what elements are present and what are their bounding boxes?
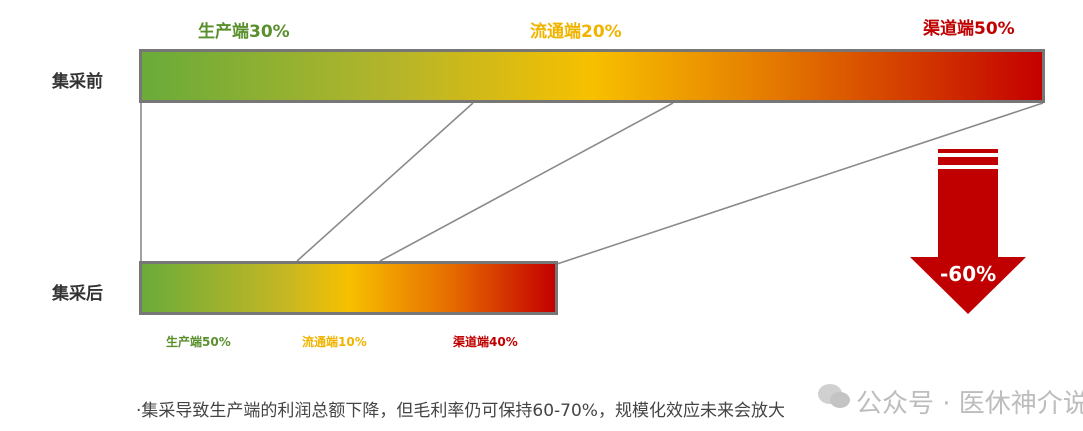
after-gradient-bar [139,261,558,315]
after-channel-label: 渠道端40% [453,335,518,349]
footnote-text: ·集采导致生产端的利润总额下降，但毛利率仍可保持60-70%，规模化效应未来会放… [136,401,785,421]
down-arrow-icon [910,149,1026,314]
after-distribution-label: 流通端10% [302,335,367,349]
before-distribution-label: 流通端20% [530,22,622,42]
reduction-percent: -60% [940,262,997,286]
before-channel-label: 渠道端50% [923,19,1015,39]
after-row-label: 集采后 [52,284,103,304]
before-producer-label: 生产端30% [198,22,290,42]
wechat-icon [816,381,852,411]
watermark-text: 公众号 · 医休神介说 [856,389,1083,419]
before-row-label: 集采前 [52,72,103,92]
after-producer-label: 生产端50% [166,335,231,349]
before-gradient-bar [139,49,1045,103]
